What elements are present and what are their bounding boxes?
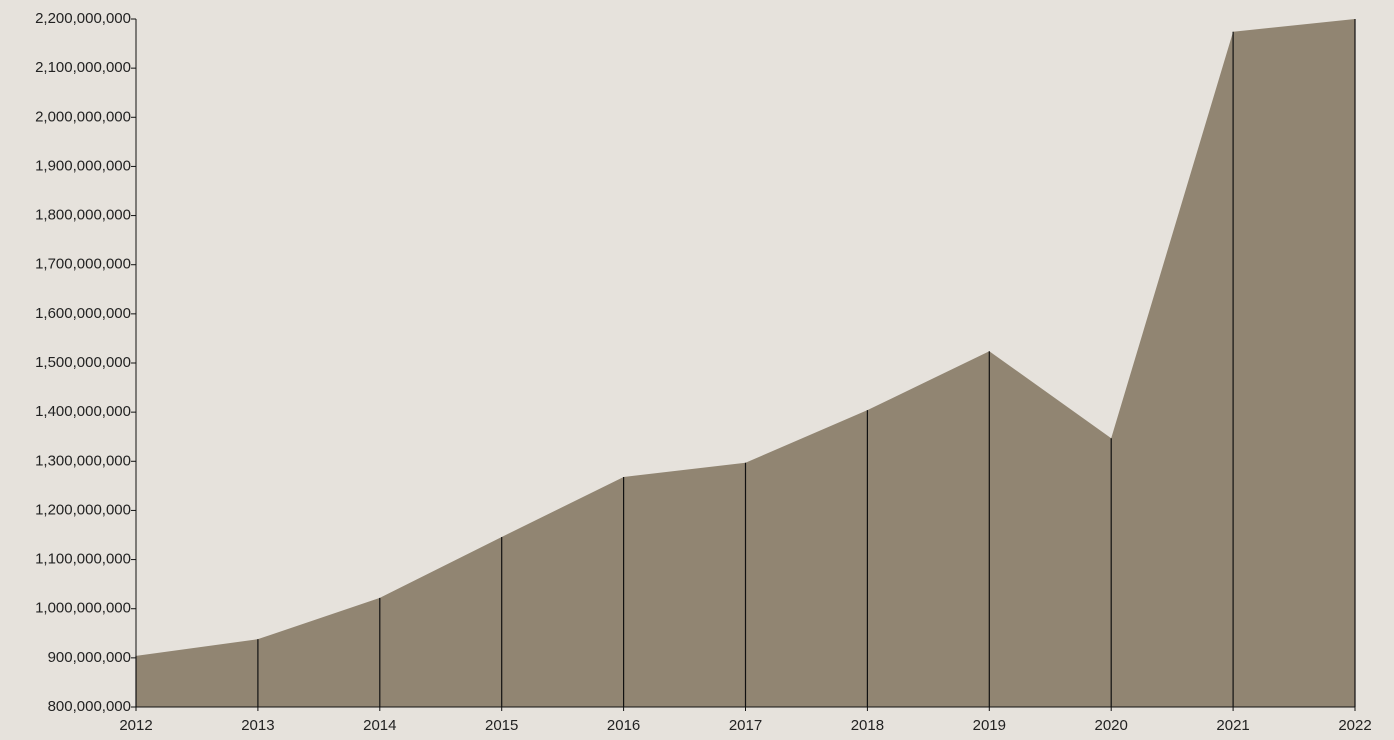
x-tick-label: 2017 xyxy=(729,717,762,734)
y-tick-label: 1,500,000,000 xyxy=(35,354,131,371)
y-tick-label: 2,100,000,000 xyxy=(35,59,131,76)
x-tick-label: 2014 xyxy=(363,717,396,734)
area xyxy=(136,19,1355,707)
x-tick-label: 2016 xyxy=(607,717,640,734)
y-tick-label: 2,200,000,000 xyxy=(35,10,131,27)
y-tick-label: 1,600,000,000 xyxy=(35,305,131,322)
y-tick-label: 1,200,000,000 xyxy=(35,501,131,518)
y-tick-label: 1,400,000,000 xyxy=(35,403,131,420)
x-tick-label: 2012 xyxy=(119,717,152,734)
y-tick-label: 900,000,000 xyxy=(48,649,131,666)
y-tick-label: 1,700,000,000 xyxy=(35,256,131,273)
x-tick-label: 2013 xyxy=(241,717,274,734)
x-tick-label: 2018 xyxy=(851,717,884,734)
x-tick-label: 2020 xyxy=(1095,717,1128,734)
y-tick-label: 800,000,000 xyxy=(48,698,131,715)
y-tick-label: 2,000,000,000 xyxy=(35,108,131,125)
x-tick-label: 2015 xyxy=(485,717,518,734)
y-tick-label: 1,300,000,000 xyxy=(35,452,131,469)
x-tick-label: 2021 xyxy=(1216,717,1249,734)
y-tick-label: 1,900,000,000 xyxy=(35,157,131,174)
y-tick-label: 1,800,000,000 xyxy=(35,207,131,224)
y-tick-label: 1,000,000,000 xyxy=(35,600,131,617)
y-tick-label: 1,100,000,000 xyxy=(35,551,131,568)
x-tick-label: 2022 xyxy=(1338,717,1371,734)
x-tick-label: 2019 xyxy=(973,717,1006,734)
